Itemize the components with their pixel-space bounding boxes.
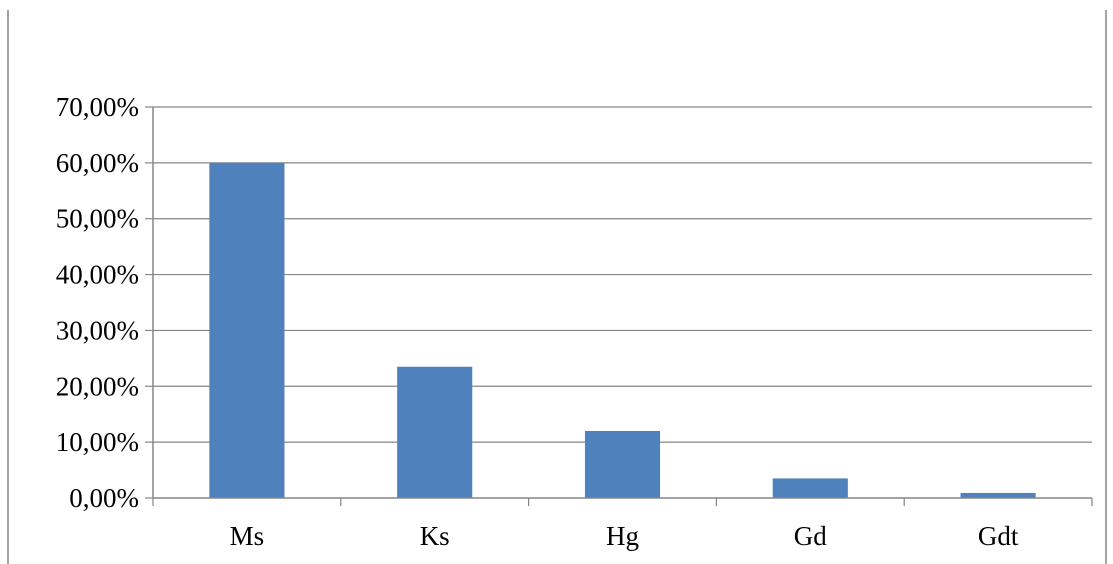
y-tick-label: 0,00% bbox=[69, 483, 139, 513]
y-tick-label: 20,00% bbox=[56, 371, 139, 401]
y-tick-label: 60,00% bbox=[56, 148, 139, 178]
y-tick-label: 10,00% bbox=[56, 427, 139, 457]
gridlines bbox=[153, 107, 1092, 442]
bar-ms bbox=[209, 163, 284, 498]
y-tick-label: 30,00% bbox=[56, 315, 139, 345]
y-tick-label: 70,00% bbox=[56, 92, 139, 122]
cropped-text-strip bbox=[0, 0, 1113, 9]
x-category-label: Hg bbox=[606, 521, 639, 551]
x-category-label: Gd bbox=[794, 521, 827, 551]
y-tick-labels: 0,00% 10,00% 20,00% 30,00% 40,00% 50,00% 60,00… bbox=[56, 92, 139, 513]
y-tick-label: 40,00% bbox=[56, 260, 139, 290]
bar-gd bbox=[773, 478, 848, 498]
bar-gdt bbox=[961, 493, 1036, 498]
x-category-label: Gdt bbox=[978, 521, 1019, 551]
bar-ks bbox=[397, 367, 472, 498]
x-category-label: Ks bbox=[420, 521, 450, 551]
x-category-labels: Ms Ks Hg Gd Gdt bbox=[230, 521, 1019, 551]
x-category-label: Ms bbox=[230, 521, 265, 551]
y-tick-label: 50,00% bbox=[56, 204, 139, 234]
bar-hg bbox=[585, 431, 660, 498]
